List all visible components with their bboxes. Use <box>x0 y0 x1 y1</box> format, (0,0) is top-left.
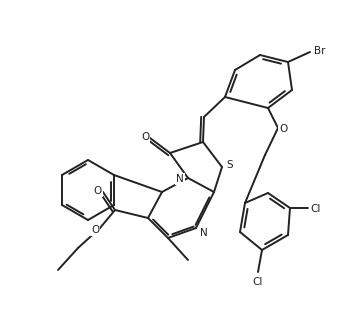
Text: O: O <box>141 132 149 142</box>
Text: O: O <box>91 225 99 235</box>
Text: O: O <box>94 186 102 196</box>
Text: N: N <box>200 228 208 238</box>
Text: Br: Br <box>314 46 326 56</box>
Text: S: S <box>227 160 233 170</box>
Text: O: O <box>279 124 287 134</box>
Text: N: N <box>176 174 184 184</box>
Text: Cl: Cl <box>253 277 263 287</box>
Text: Cl: Cl <box>311 204 321 214</box>
